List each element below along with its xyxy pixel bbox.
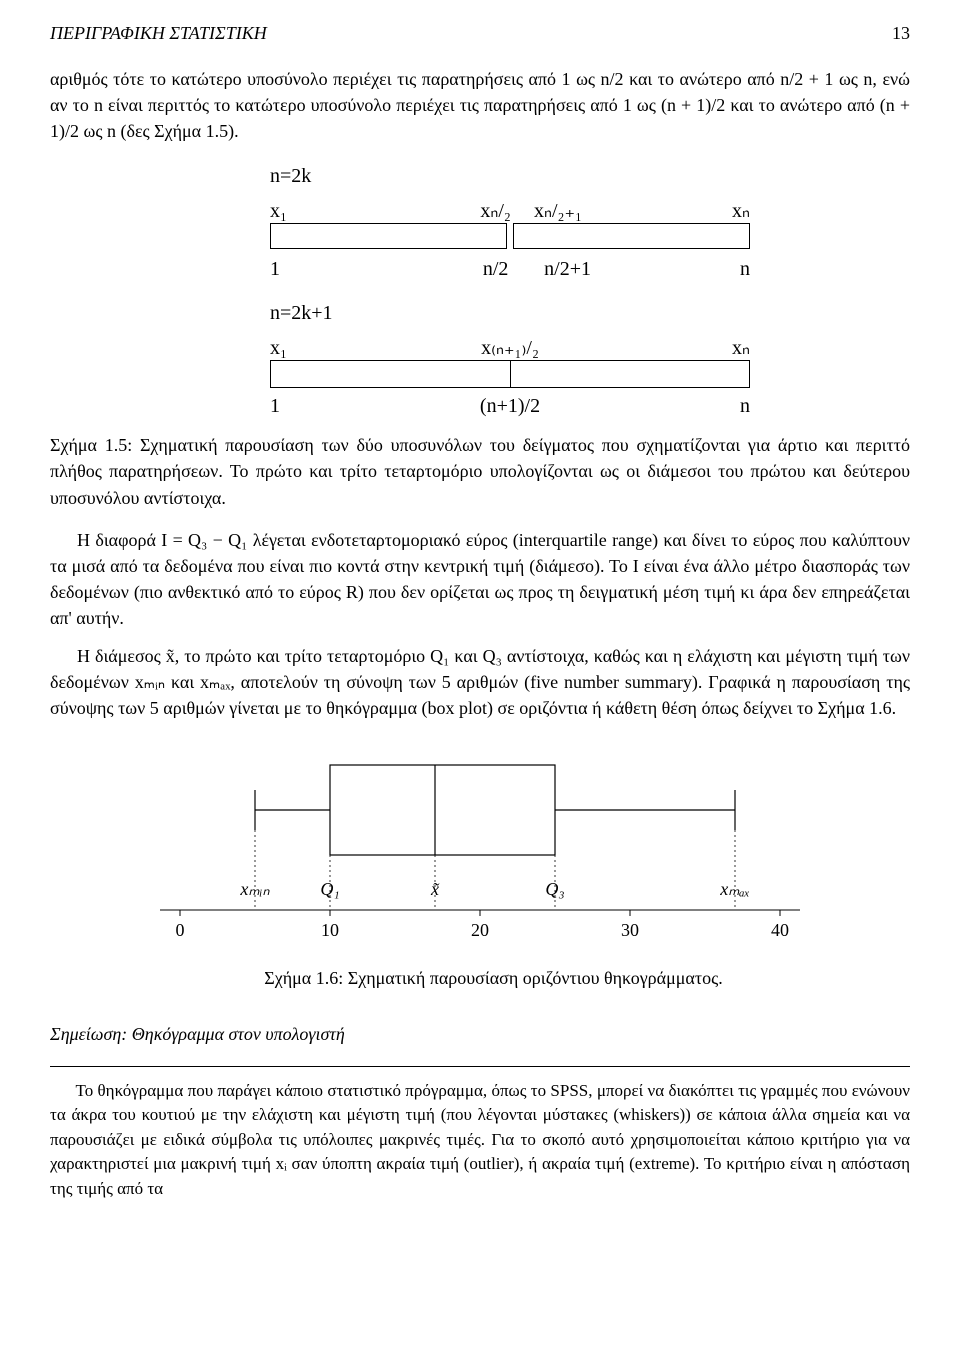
svg-text:10: 10 [321, 920, 339, 940]
label-1: 1 [270, 255, 280, 284]
label-xmid: x₍ₙ₊₁₎/₂ [481, 334, 539, 363]
paragraph-five-number: Η διάμεσος x̃, το πρώτο και τρίτο τεταρτ… [50, 643, 910, 721]
label-xn-odd: xₙ [732, 334, 750, 363]
svg-text:Q₃: Q₃ [545, 879, 564, 899]
diagram-odd: n=2k+1 x₁ x₍ₙ₊₁₎/₂ xₙ 1 (n+1)/2 n [200, 299, 760, 418]
svg-text:xₘᵢₙ: xₘᵢₙ [239, 879, 270, 899]
label-xn21: xₙ/₂₊₁ [534, 197, 582, 226]
figure-1-5-caption: Σχήμα 1.5: Σχηματική παρουσίαση των δύο … [50, 432, 910, 510]
svg-text:xₘₐₓ: xₘₐₓ [719, 879, 750, 899]
diagram-even-top-labels: x₁ xₙ/₂ xₙ/₂₊₁ xₙ [270, 197, 750, 223]
note-title-text: Σημείωση: Θηκόγραμμα στον υπολογιστή [50, 1024, 345, 1044]
svg-text:30: 30 [621, 920, 639, 940]
diagram-even-bar [270, 223, 750, 249]
label-n21: n/2+1 [544, 255, 591, 284]
figure-1-6-caption: Σχήμα 1.6: Σχηματική παρουσίαση οριζόντι… [50, 965, 910, 991]
label-xn2: xₙ/₂ [480, 197, 511, 226]
svg-text:x̃: x̃ [430, 879, 440, 899]
svg-text:0: 0 [176, 920, 185, 940]
label-x1-odd: x₁ [270, 334, 287, 363]
diagram-odd-bottom-labels: 1 (n+1)/2 n [270, 392, 750, 418]
note-title: Σημείωση: Θηκόγραμμα στον υπολογιστή [50, 1021, 910, 1047]
boxplot-figure: xₘᵢₙ Q₁ x̃ Q₃ xₘₐₓ 0 10 20 30 40 [140, 745, 820, 955]
diagram-even-title: n=2k [270, 162, 760, 191]
boxplot-svg: xₘᵢₙ Q₁ x̃ Q₃ xₘₐₓ 0 10 20 30 40 [140, 745, 820, 955]
label-mid: (n+1)/2 [480, 392, 540, 421]
diagram-odd-top-labels: x₁ x₍ₙ₊₁₎/₂ xₙ [270, 334, 750, 360]
diagram-even-bottom-labels: 1 n/2 n/2+1 n [270, 255, 750, 281]
label-n-odd: n [740, 392, 750, 421]
diagram-even: n=2k x₁ xₙ/₂ xₙ/₂₊₁ xₙ 1 n/2 n/2+1 n [200, 162, 760, 281]
svg-text:40: 40 [771, 920, 789, 940]
running-head: ΠΕΡΙΓΡΑΦΙΚΗ ΣΤΑΤΙΣΤΙΚΗ 13 [50, 20, 910, 46]
running-head-title: ΠΕΡΙΓΡΑΦΙΚΗ ΣΤΑΤΙΣΤΙΚΗ [50, 20, 267, 46]
separator-line [50, 1066, 910, 1067]
label-n: n [740, 255, 750, 284]
paragraph-intro: αριθμός τότε το κατώτερο υποσύνολο περιέ… [50, 66, 910, 144]
svg-text:Q₁: Q₁ [320, 879, 339, 899]
label-x1: x₁ [270, 197, 287, 226]
label-xn: xₙ [732, 197, 750, 226]
diagram-odd-bar [270, 360, 750, 386]
note-body: Το θηκόγραμμα που παράγει κάποιο στατιστ… [50, 1079, 910, 1202]
paragraph-iqr: Η διαφορά I = Q₃ − Q₁ λέγεται ενδοτεταρτ… [50, 527, 910, 631]
label-1-odd: 1 [270, 392, 280, 421]
label-n2: n/2 [483, 255, 509, 284]
diagram-odd-title: n=2k+1 [270, 299, 760, 328]
page-number: 13 [892, 20, 910, 46]
svg-text:20: 20 [471, 920, 489, 940]
